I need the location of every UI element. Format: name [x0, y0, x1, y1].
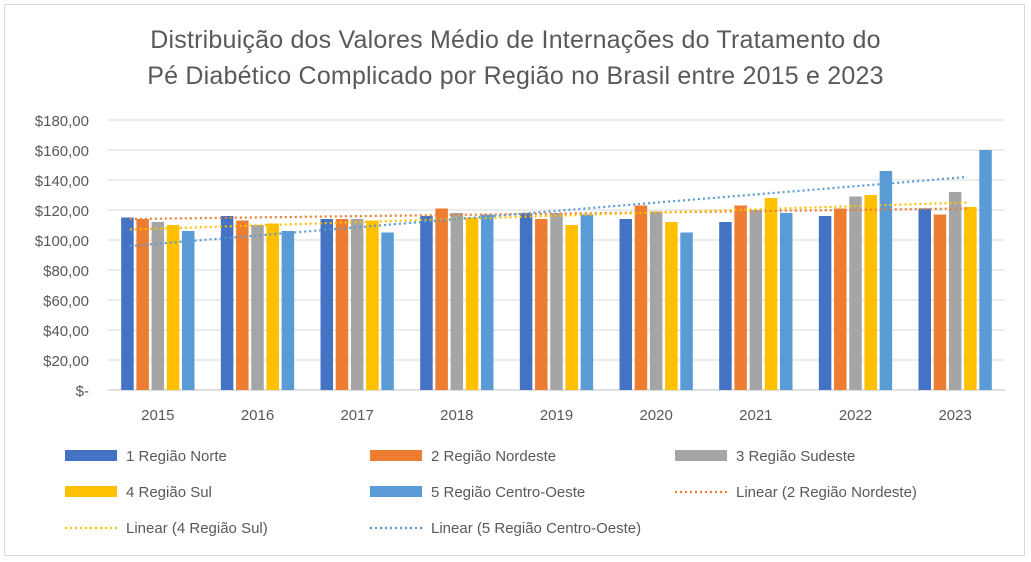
bar-1-regiao-norte	[818, 216, 832, 390]
bar-2-regiao-nordeste	[335, 219, 349, 390]
bar-2-regiao-nordeste	[933, 214, 947, 390]
y-tick-label: $140,00	[35, 173, 89, 190]
y-tick-label: $160,00	[35, 143, 89, 160]
bar-4-regiao-sul	[366, 220, 379, 390]
bar-3-regiao-sudeste	[849, 196, 862, 390]
x-tick-label: 2016	[241, 407, 274, 424]
bar-5-regiao-centro-oeste	[680, 232, 693, 390]
legend-swatch	[370, 486, 422, 497]
legend-swatch	[65, 450, 117, 461]
bar-3-regiao-sudeste	[649, 211, 663, 390]
bar-2-regiao-nordeste	[136, 219, 149, 390]
bar-1-regiao-norte	[220, 216, 234, 390]
bars	[121, 150, 992, 390]
legend-label: Linear (2 Região Nordeste)	[736, 484, 917, 501]
bar-3-regiao-sudeste	[350, 219, 364, 390]
y-tick-label: $-	[76, 383, 89, 400]
legend-label: 3 Região Sudeste	[736, 448, 855, 465]
legend-label: 1 Região Norte	[126, 448, 227, 465]
x-tick-label: 2015	[141, 407, 174, 424]
bar-2-regiao-nordeste	[734, 205, 747, 390]
bar-1-regiao-norte	[719, 222, 732, 390]
bar-4-regiao-sul	[764, 198, 778, 390]
x-tick-label: 2020	[639, 407, 672, 424]
bar-1-regiao-norte	[420, 216, 433, 390]
bar-4-regiao-sul	[465, 217, 479, 390]
bar-5-regiao-centro-oeste	[979, 150, 992, 390]
bar-1-regiao-norte	[519, 213, 533, 390]
bar-1-regiao-norte	[320, 219, 334, 390]
bar-3-regiao-sudeste	[450, 213, 464, 390]
x-tick-label: 2021	[739, 407, 772, 424]
bar-3-regiao-sudeste	[749, 210, 763, 390]
x-tick-label: 2022	[839, 407, 872, 424]
bar-1-regiao-norte	[619, 219, 633, 390]
legend-label: 4 Região Sul	[126, 484, 212, 501]
bar-2-regiao-nordeste	[236, 220, 249, 390]
bar-2-regiao-nordeste	[435, 208, 448, 390]
legend-swatch	[370, 450, 422, 461]
legend-label: 2 Região Nordeste	[431, 448, 556, 465]
trendline-5-regiao-centro-oeste	[129, 175, 968, 248]
bar-2-regiao-nordeste	[834, 208, 847, 390]
bar-4-regiao-sul	[665, 222, 678, 390]
x-tick-label: 2019	[540, 407, 573, 424]
bar-5-regiao-centro-oeste	[281, 231, 295, 390]
x-tick-label: 2018	[440, 407, 473, 424]
trendlines	[129, 175, 968, 248]
bar-4-regiao-sul	[864, 195, 877, 390]
bar-5-regiao-centro-oeste	[480, 214, 494, 390]
bar-4-regiao-sul	[266, 223, 279, 390]
bar-2-regiao-nordeste	[634, 205, 648, 390]
x-axis: 2015 2016 2017 2018 2019 2020 2021 2022 2023	[141, 407, 972, 424]
chart-title-line-2: Pé Diabético Complicado por Região no Br…	[147, 62, 884, 90]
legend-label: Linear (5 Região Centro-Oeste)	[431, 520, 641, 537]
legend-label: Linear (4 Região Sul)	[126, 520, 268, 537]
bar-4-regiao-sul	[565, 225, 578, 390]
bar-5-regiao-centro-oeste	[879, 171, 893, 390]
bar-3-regiao-sudeste	[948, 192, 962, 390]
y-tick-label: $120,00	[35, 203, 89, 220]
legend-label: 5 Região Centro-Oeste	[431, 484, 585, 501]
legend: 1 Região Norte 2 Região Nordeste 3 Região …	[65, 448, 917, 537]
bar-4-regiao-sul	[166, 225, 180, 390]
legend-swatch	[65, 486, 117, 497]
chart-title-line-1: Distribuição dos Valores Médio de Intern…	[150, 26, 881, 54]
bar-3-regiao-sudeste	[251, 225, 264, 390]
y-tick-label: $100,00	[35, 233, 89, 250]
y-tick-label: $180,00	[35, 113, 89, 130]
bar-4-regiao-sul	[964, 207, 977, 390]
y-tick-label: $40,00	[43, 323, 89, 340]
bar-1-regiao-norte	[121, 217, 134, 390]
y-tick-label: $60,00	[43, 293, 89, 310]
bar-1-regiao-norte	[918, 208, 932, 390]
bar-5-regiao-centro-oeste	[181, 231, 195, 390]
y-axis: $- $20,00 $40,00 $60,00 $80,00 $100,00 $120,00…	[35, 113, 89, 400]
legend-swatch	[675, 450, 727, 461]
bar-3-regiao-sudeste	[550, 213, 563, 390]
bar-2-regiao-nordeste	[535, 219, 548, 390]
x-tick-label: 2023	[938, 407, 971, 424]
bar-5-regiao-centro-oeste	[580, 214, 594, 390]
bar-5-regiao-centro-oeste	[381, 232, 394, 390]
bar-3-regiao-sudeste	[151, 222, 165, 390]
bar-5-regiao-centro-oeste	[779, 213, 793, 390]
y-tick-label: $80,00	[43, 263, 89, 280]
y-tick-label: $20,00	[43, 353, 89, 370]
chart-title: Distribuição dos Valores Médio de Intern…	[0, 22, 1031, 94]
x-tick-label: 2017	[340, 407, 373, 424]
